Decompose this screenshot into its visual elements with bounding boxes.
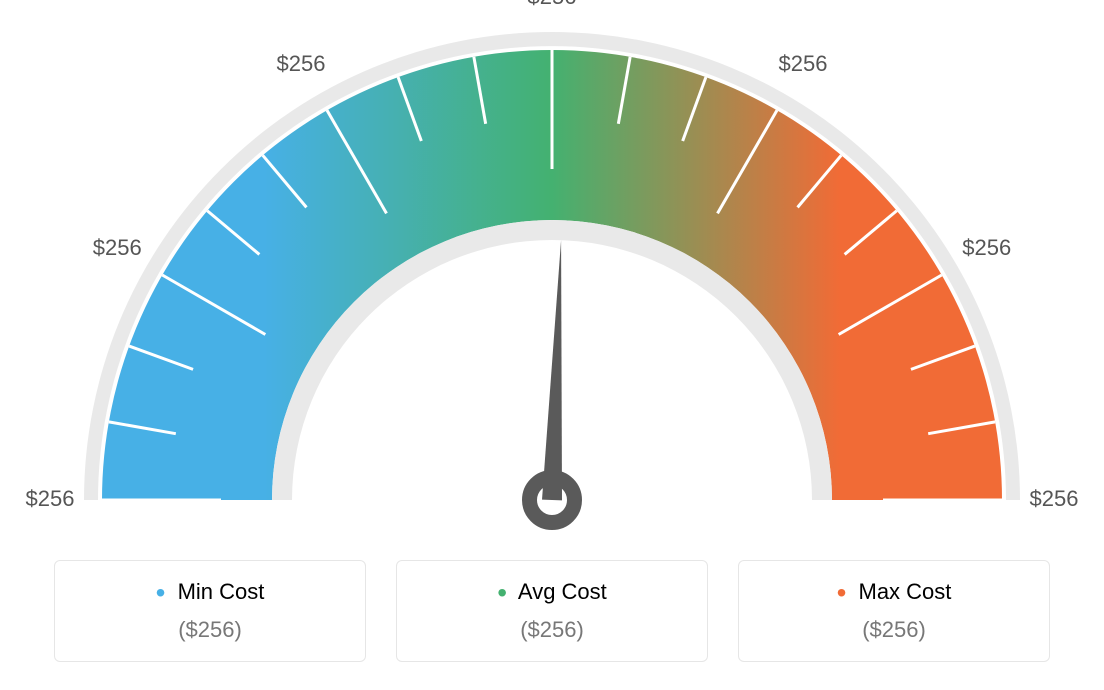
dot-icon: •: [156, 577, 166, 608]
legend-value: ($256): [407, 617, 697, 643]
legend-card-min: • Min Cost ($256): [54, 560, 366, 662]
gauge-label: $256: [277, 51, 326, 76]
gauge-label: $256: [528, 0, 577, 9]
gauge-label: $256: [962, 235, 1011, 260]
legend-card-avg: • Avg Cost ($256): [396, 560, 708, 662]
gauge-svg: $256 $256 $256 $256 $256 $256 $256: [0, 0, 1104, 560]
gauge-chart: $256 $256 $256 $256 $256 $256 $256: [0, 0, 1104, 560]
gauge-label: $256: [1030, 486, 1079, 511]
legend-value: ($256): [65, 617, 355, 643]
legend-title-min: • Min Cost: [65, 579, 355, 605]
needle: [542, 240, 562, 500]
gauge-label: $256: [26, 486, 75, 511]
legend-title-avg: • Avg Cost: [407, 579, 697, 605]
legend-row: • Min Cost ($256) • Avg Cost ($256) • Ma…: [0, 560, 1104, 662]
dot-icon: •: [837, 577, 847, 608]
legend-value: ($256): [749, 617, 1039, 643]
gauge-label: $256: [779, 51, 828, 76]
legend-label: Max Cost: [859, 579, 952, 604]
legend-title-max: • Max Cost: [749, 579, 1039, 605]
legend-card-max: • Max Cost ($256): [738, 560, 1050, 662]
legend-label: Avg Cost: [518, 579, 607, 604]
gauge-label: $256: [93, 235, 142, 260]
legend-label: Min Cost: [178, 579, 265, 604]
dot-icon: •: [497, 577, 507, 608]
